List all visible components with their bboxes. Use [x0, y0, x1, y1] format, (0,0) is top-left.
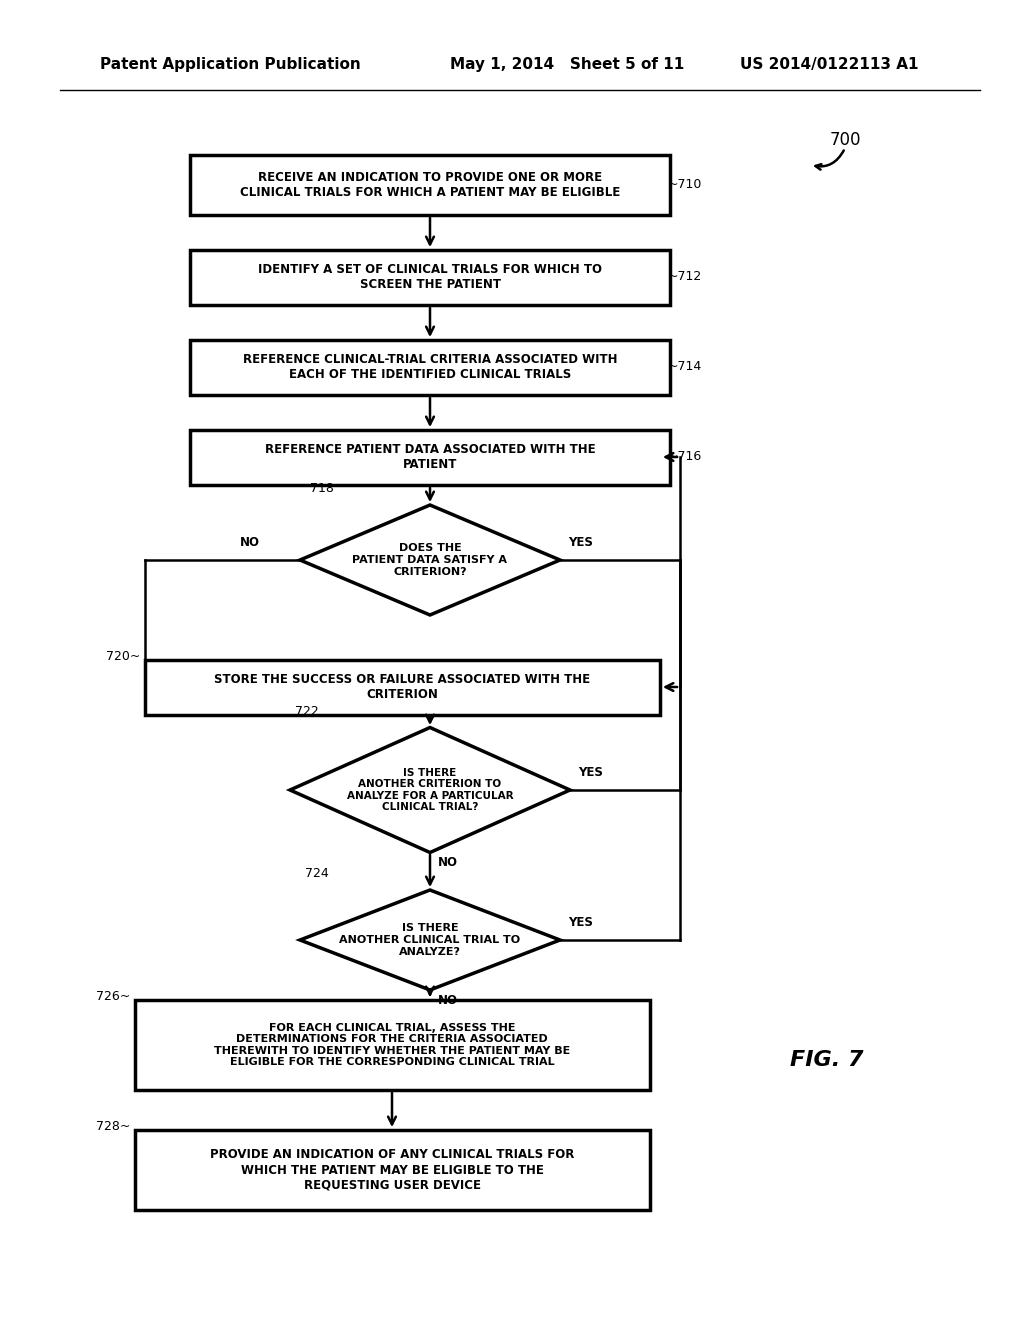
Text: 724: 724: [305, 867, 329, 880]
Bar: [190, 339, 670, 395]
Text: NO: NO: [240, 536, 260, 549]
Text: PROVIDE AN INDICATION OF ANY CLINICAL TRIALS FOR
WHICH THE PATIENT MAY BE ELIGIB: PROVIDE AN INDICATION OF ANY CLINICAL TR…: [210, 1148, 574, 1192]
Text: 700: 700: [830, 131, 861, 149]
Text: YES: YES: [578, 766, 603, 779]
Text: US 2014/0122113 A1: US 2014/0122113 A1: [740, 58, 919, 73]
Text: YES: YES: [568, 536, 593, 549]
Text: 720~: 720~: [105, 649, 140, 663]
Bar: [190, 154, 670, 215]
Text: ~716: ~716: [668, 450, 702, 463]
Text: Patent Application Publication: Patent Application Publication: [100, 58, 360, 73]
Bar: [190, 249, 670, 305]
Bar: [134, 1001, 649, 1090]
Text: FIG. 7: FIG. 7: [790, 1049, 863, 1071]
Text: 728~: 728~: [95, 1119, 130, 1133]
Text: IDENTIFY A SET OF CLINICAL TRIALS FOR WHICH TO
SCREEN THE PATIENT: IDENTIFY A SET OF CLINICAL TRIALS FOR WH…: [258, 263, 602, 290]
Bar: [134, 1130, 649, 1210]
Text: IS THERE
ANOTHER CRITERION TO
ANALYZE FOR A PARTICULAR
CLINICAL TRIAL?: IS THERE ANOTHER CRITERION TO ANALYZE FO…: [347, 768, 513, 812]
Text: 718: 718: [310, 482, 334, 495]
Bar: [144, 660, 659, 714]
Bar: [190, 429, 670, 484]
Polygon shape: [300, 890, 560, 990]
Text: 722: 722: [295, 705, 318, 718]
Text: NO: NO: [438, 855, 458, 869]
Text: May 1, 2014   Sheet 5 of 11: May 1, 2014 Sheet 5 of 11: [450, 58, 684, 73]
Text: NO: NO: [438, 994, 458, 1007]
Text: REFERENCE PATIENT DATA ASSOCIATED WITH THE
PATIENT: REFERENCE PATIENT DATA ASSOCIATED WITH T…: [264, 444, 595, 471]
Text: REFERENCE CLINICAL-TRIAL CRITERIA ASSOCIATED WITH
EACH OF THE IDENTIFIED CLINICA: REFERENCE CLINICAL-TRIAL CRITERIA ASSOCI…: [243, 352, 617, 381]
Text: YES: YES: [568, 916, 593, 929]
Text: ~712: ~712: [668, 271, 702, 284]
Text: ~710: ~710: [668, 178, 702, 191]
Polygon shape: [290, 727, 570, 853]
Text: ~714: ~714: [668, 360, 702, 374]
Text: 726~: 726~: [96, 990, 130, 1003]
Text: DOES THE
PATIENT DATA SATISFY A
CRITERION?: DOES THE PATIENT DATA SATISFY A CRITERIO…: [352, 544, 508, 577]
Text: FOR EACH CLINICAL TRIAL, ASSESS THE
DETERMINATIONS FOR THE CRITERIA ASSOCIATED
T: FOR EACH CLINICAL TRIAL, ASSESS THE DETE…: [214, 1023, 570, 1068]
Text: RECEIVE AN INDICATION TO PROVIDE ONE OR MORE
CLINICAL TRIALS FOR WHICH A PATIENT: RECEIVE AN INDICATION TO PROVIDE ONE OR …: [240, 172, 621, 199]
Polygon shape: [300, 506, 560, 615]
Text: IS THERE
ANOTHER CLINICAL TRIAL TO
ANALYZE?: IS THERE ANOTHER CLINICAL TRIAL TO ANALY…: [339, 924, 520, 957]
Text: STORE THE SUCCESS OR FAILURE ASSOCIATED WITH THE
CRITERION: STORE THE SUCCESS OR FAILURE ASSOCIATED …: [214, 673, 590, 701]
